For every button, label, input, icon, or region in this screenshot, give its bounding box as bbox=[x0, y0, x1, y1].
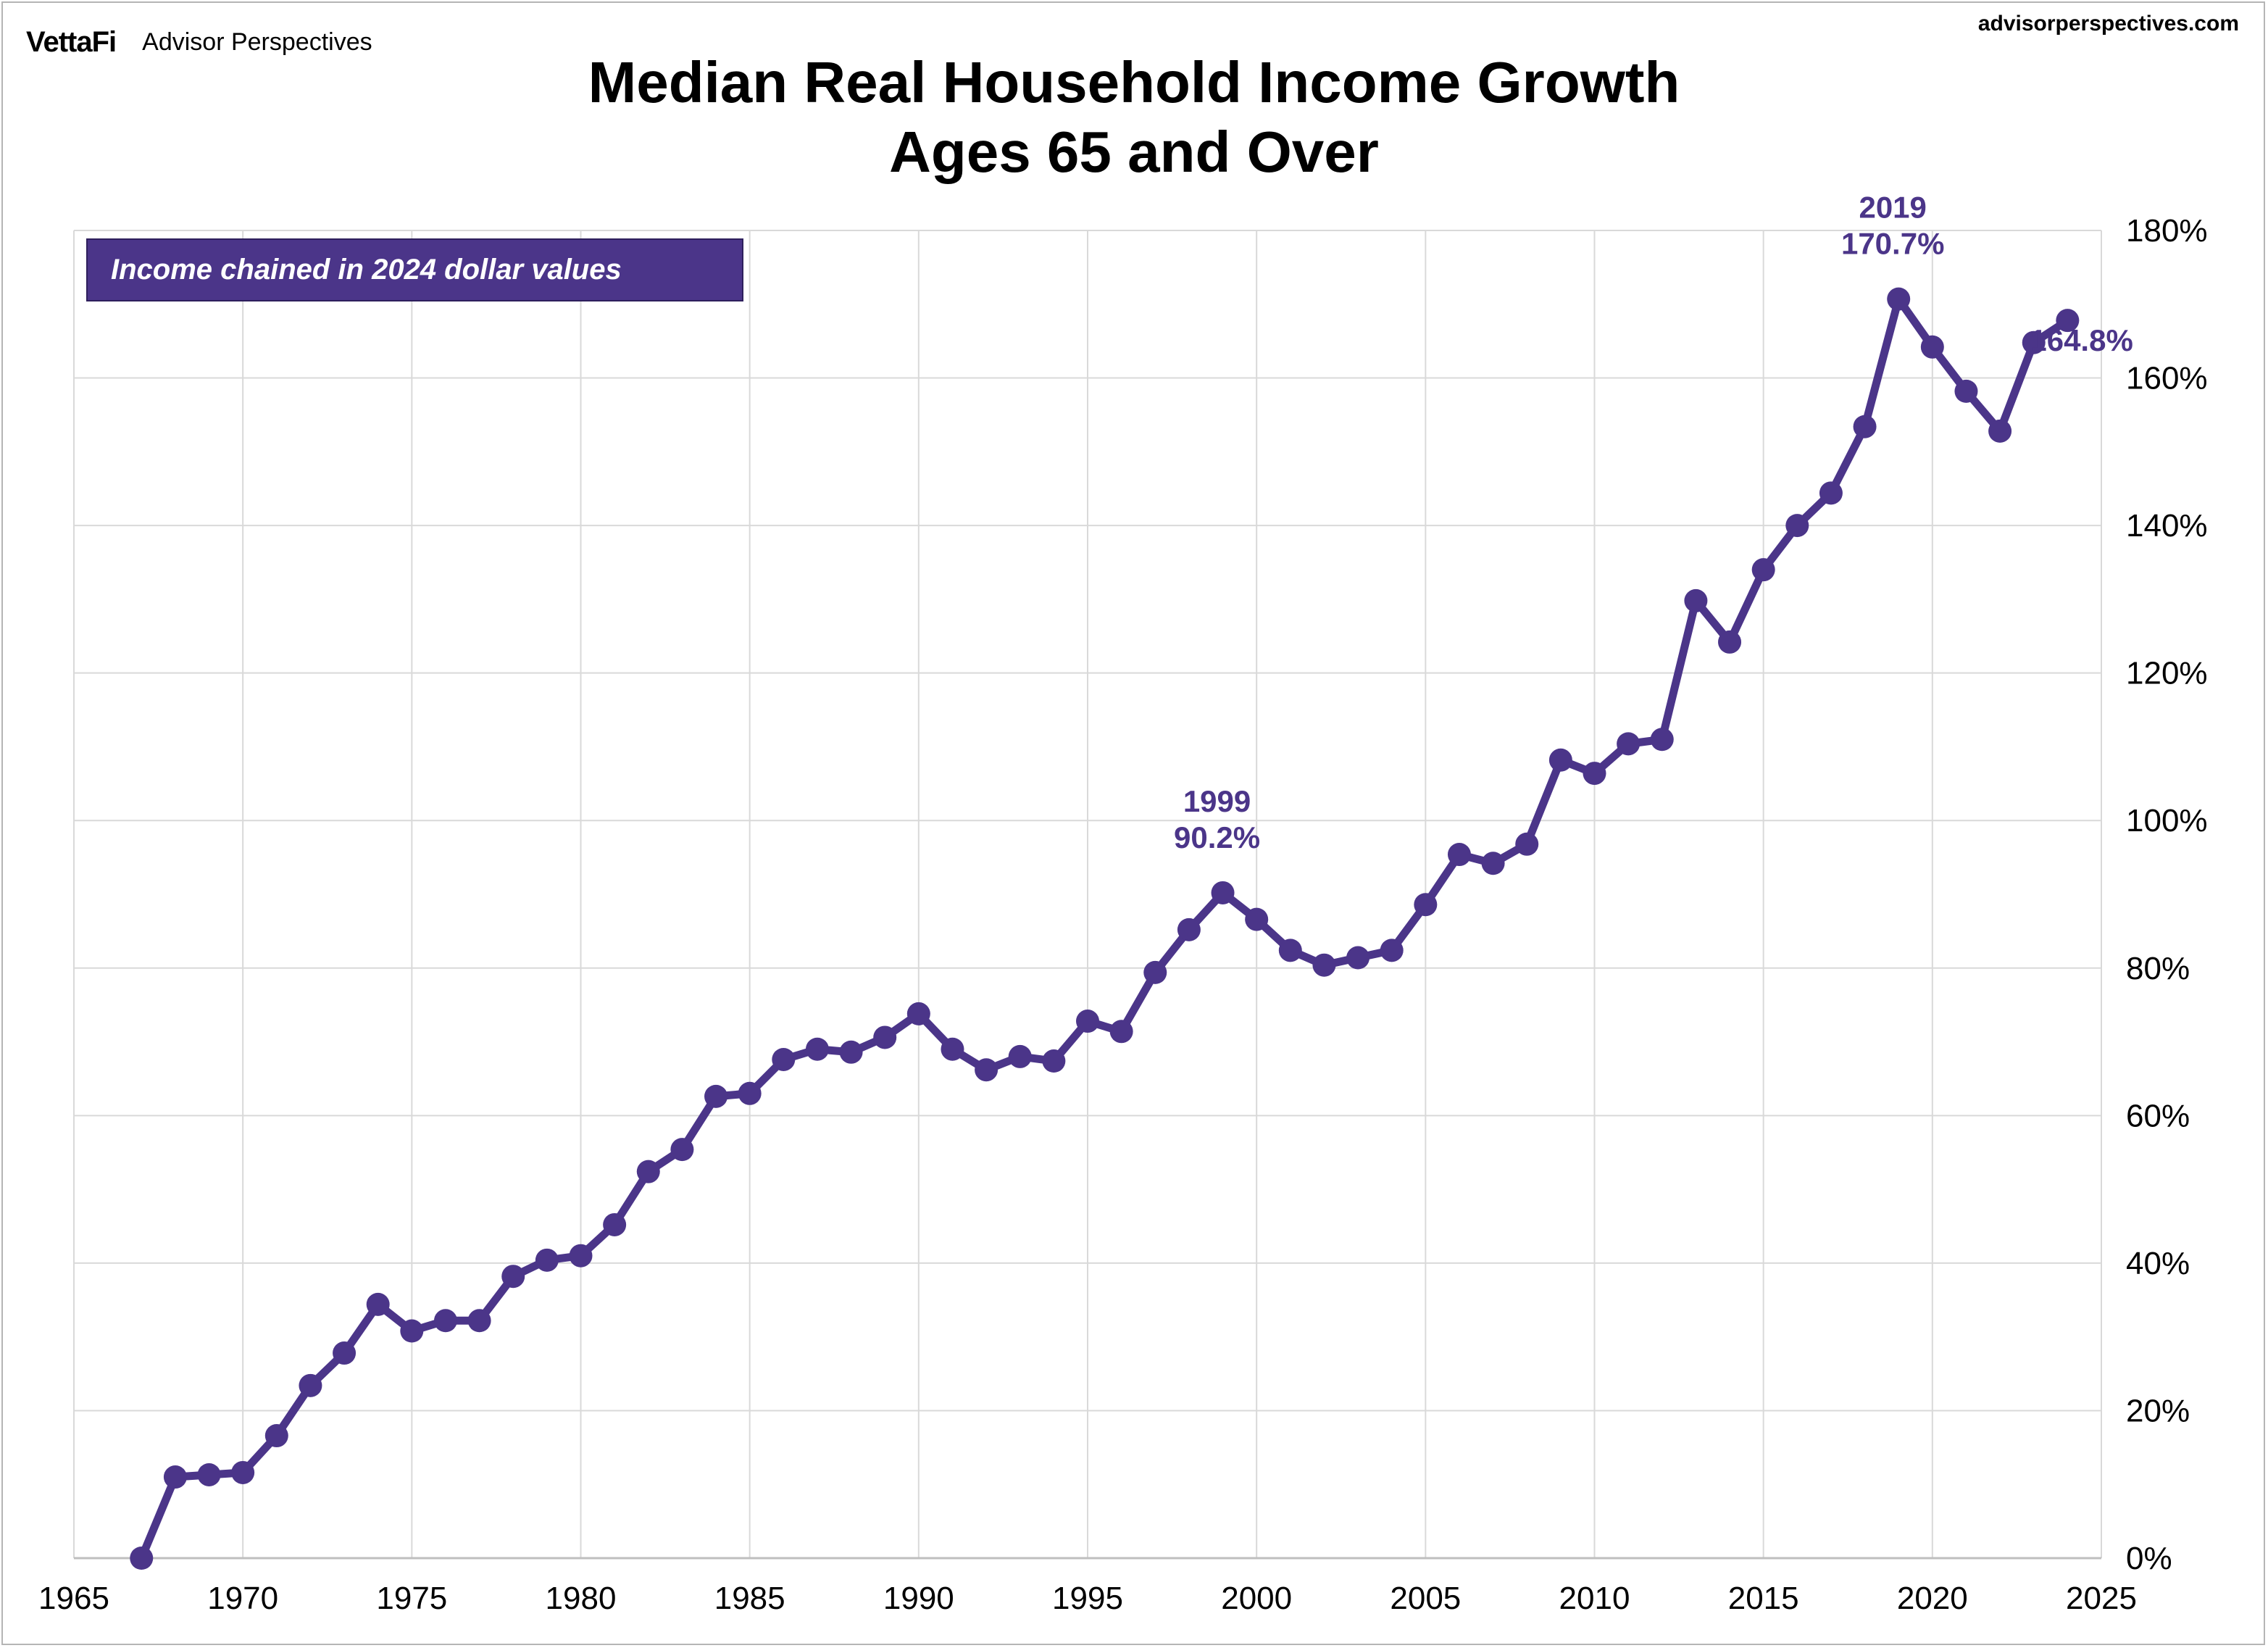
x-tick-label: 1965 bbox=[38, 1581, 109, 1616]
data-point bbox=[1684, 588, 1708, 612]
x-tick-label: 2020 bbox=[1897, 1581, 1968, 1616]
x-tick-label: 2015 bbox=[1728, 1581, 1799, 1616]
data-point bbox=[738, 1081, 762, 1105]
data-point bbox=[1042, 1049, 1066, 1073]
data-point bbox=[1819, 481, 1843, 505]
chart-title-block: Median Real Household Income Growth Ages… bbox=[0, 48, 2268, 187]
y-tick-label: 140% bbox=[2126, 508, 2208, 544]
data-point bbox=[839, 1040, 863, 1064]
data-point bbox=[1346, 946, 1370, 970]
chart-subtitle: Ages 65 and Over bbox=[889, 120, 1379, 184]
data-point bbox=[1617, 732, 1640, 756]
annotation-value-label: 170.7% bbox=[1841, 227, 1944, 261]
data-point bbox=[1548, 748, 1572, 772]
data-point bbox=[1177, 917, 1201, 941]
y-tick-label: 60% bbox=[2126, 1098, 2190, 1133]
data-point bbox=[906, 1002, 930, 1025]
data-point bbox=[1312, 953, 1336, 977]
data-point bbox=[603, 1212, 627, 1236]
x-tick-label: 1970 bbox=[207, 1581, 278, 1616]
brand: VettaFi Advisor Perspectives bbox=[26, 20, 372, 64]
data-point bbox=[1109, 1020, 1133, 1044]
data-point bbox=[1650, 728, 1674, 752]
data-point bbox=[163, 1465, 187, 1489]
data-point bbox=[467, 1309, 491, 1333]
y-tick-label: 120% bbox=[2126, 656, 2208, 691]
data-point bbox=[941, 1037, 964, 1061]
x-tick-label: 2005 bbox=[1390, 1581, 1461, 1616]
data-point bbox=[1245, 907, 1269, 931]
site-url[interactable]: advisorperspectives.com bbox=[1977, 12, 2239, 36]
data-point bbox=[772, 1047, 796, 1071]
annotation-end-value-label: 164.8% bbox=[2030, 323, 2132, 357]
data-point bbox=[873, 1025, 897, 1049]
x-tick-label: 1990 bbox=[883, 1581, 954, 1616]
data-point bbox=[1008, 1044, 1032, 1068]
annotation-year-label: 1999 bbox=[1183, 784, 1251, 818]
annotation-value-label: 90.2% bbox=[1174, 820, 1260, 854]
data-point bbox=[264, 1424, 288, 1448]
data-point bbox=[1853, 415, 1877, 438]
data-point bbox=[569, 1244, 593, 1268]
data-point bbox=[1211, 881, 1235, 904]
data-point bbox=[2022, 330, 2046, 354]
data-point bbox=[1414, 893, 1438, 917]
data-point bbox=[1785, 514, 1809, 538]
data-point bbox=[501, 1265, 525, 1289]
annotation-year-label: 2019 bbox=[1859, 191, 1926, 225]
data-point bbox=[1718, 630, 1742, 654]
data-point bbox=[1751, 558, 1775, 582]
data-point bbox=[1515, 832, 1539, 856]
data-point bbox=[2056, 309, 2080, 333]
y-tick-label: 40% bbox=[2126, 1246, 2190, 1281]
data-point bbox=[636, 1160, 660, 1183]
note-text: Income chained in 2024 dollar values bbox=[111, 254, 622, 286]
data-point bbox=[535, 1248, 559, 1272]
vettafi-logo: VettaFi bbox=[26, 25, 117, 58]
data-point bbox=[1380, 939, 1404, 962]
data-point bbox=[1278, 939, 1302, 962]
chart-title: Median Real Household Income Growth bbox=[588, 50, 1680, 115]
data-point bbox=[1447, 843, 1471, 867]
series-line bbox=[137, 295, 2072, 1562]
x-tick-label: 1995 bbox=[1052, 1581, 1123, 1616]
x-tick-label: 1975 bbox=[376, 1581, 447, 1616]
x-tick-label: 2000 bbox=[1221, 1581, 1292, 1616]
data-point bbox=[1143, 960, 1167, 984]
y-tick-label: 0% bbox=[2126, 1541, 2172, 1576]
y-tick-label: 180% bbox=[2126, 213, 2208, 249]
data-point bbox=[670, 1138, 694, 1162]
data-point bbox=[1583, 762, 1606, 786]
data-point bbox=[433, 1309, 457, 1333]
data-point bbox=[400, 1319, 424, 1343]
data-point bbox=[366, 1292, 390, 1316]
y-tick-label: 100% bbox=[2126, 803, 2208, 838]
data-point bbox=[299, 1373, 322, 1397]
note-box: Income chained in 2024 dollar values bbox=[86, 238, 743, 301]
data-point bbox=[975, 1058, 998, 1082]
data-point bbox=[805, 1037, 829, 1061]
x-tick-label: 2010 bbox=[1559, 1581, 1630, 1616]
data-point bbox=[1954, 379, 1978, 403]
data-point bbox=[231, 1460, 255, 1484]
data-point bbox=[704, 1084, 728, 1108]
data-point bbox=[1920, 335, 1944, 359]
y-tick-label: 20% bbox=[2126, 1393, 2190, 1428]
x-tick-label: 1985 bbox=[714, 1581, 785, 1616]
data-point bbox=[130, 1547, 154, 1570]
y-tick-label: 80% bbox=[2126, 951, 2190, 986]
data-point bbox=[333, 1341, 357, 1365]
data-point bbox=[1481, 852, 1505, 875]
data-point bbox=[1076, 1010, 1099, 1033]
brand-name: Advisor Perspectives bbox=[142, 28, 372, 56]
data-point bbox=[197, 1462, 221, 1486]
x-tick-label: 1980 bbox=[546, 1581, 617, 1616]
x-tick-label: 2025 bbox=[2066, 1581, 2137, 1616]
y-tick-label: 160% bbox=[2126, 361, 2208, 396]
data-point bbox=[1988, 419, 2012, 443]
data-point bbox=[1887, 287, 1911, 311]
